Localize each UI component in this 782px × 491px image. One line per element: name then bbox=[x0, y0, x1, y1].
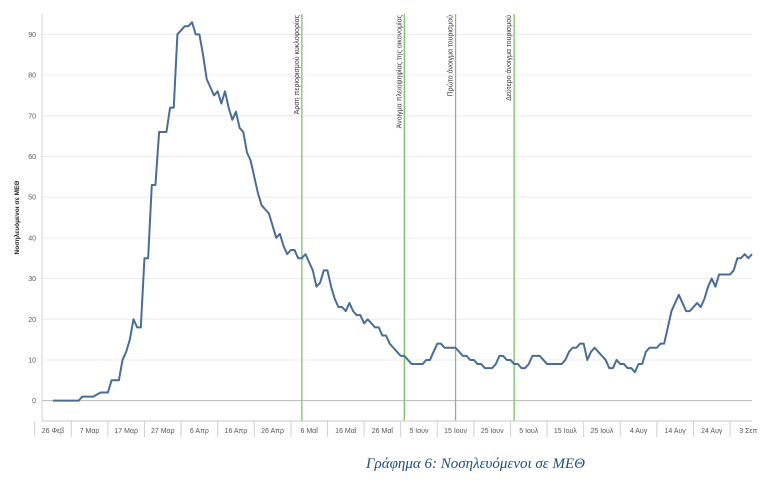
event-label: Άνοιγμα πλειοψηφίας της οικονομίας bbox=[395, 14, 403, 128]
x-tick-label: 3 Σεπ bbox=[739, 428, 757, 435]
y-axis-label: Νοσηλευόμενοι σε ΜΕΘ bbox=[13, 181, 21, 255]
x-tick-label: 25 Ιουλ bbox=[590, 428, 613, 435]
y-axis-ticks: 0 10 20 30 40 50 60 70 80 90 bbox=[28, 32, 36, 405]
figure-caption: Γράφημα 6: Νοσηλευόμενοι σε ΜΕΘ bbox=[366, 456, 585, 472]
y-tick-label: 70 bbox=[28, 113, 36, 120]
y-tick-label: 0 bbox=[32, 398, 36, 405]
y-tick-label: 90 bbox=[28, 32, 36, 39]
event-label: Δεύτερο άνοιγμα τουρισμού bbox=[505, 15, 513, 101]
y-tick-label: 10 bbox=[28, 357, 36, 364]
x-tick-label: 5 Ιουν bbox=[409, 428, 429, 435]
event-label: Πρώτο άνοιγμα τουρισμού bbox=[447, 15, 455, 97]
axes bbox=[41, 14, 752, 422]
x-tick-label: 15 Ιουλ bbox=[554, 428, 577, 435]
x-axis-ticks: 26 Φεβ 7 Μαρ 17 Μαρ 27 Μαρ 6 Απρ 16 Απρ 26 Απρ… bbox=[34, 421, 758, 437]
x-tick-label: 14 Αυγ bbox=[664, 428, 686, 435]
x-tick-label: 16 Μαΐ bbox=[335, 427, 357, 435]
x-tick-label: 26 Μαΐ bbox=[372, 427, 394, 435]
x-tick-label: 6 Απρ bbox=[190, 428, 209, 435]
x-tick-label: 5 Ιουλ bbox=[519, 428, 539, 435]
y-tick-label: 20 bbox=[28, 317, 36, 324]
gridlines bbox=[42, 33, 752, 402]
x-tick-label: 24 Αυγ bbox=[701, 428, 723, 435]
y-tick-label: 30 bbox=[28, 276, 36, 283]
y-tick-label: 40 bbox=[28, 235, 36, 242]
series-line-icu-patients bbox=[52, 21, 753, 402]
y-tick-label: 60 bbox=[28, 154, 36, 161]
event-label: Άρση περιορισμού κυκλοφορίας bbox=[293, 14, 301, 114]
x-tick-label: 4 Αυγ bbox=[630, 428, 648, 435]
y-tick-label: 50 bbox=[28, 195, 36, 202]
x-tick-label: 15 Ιουν bbox=[444, 428, 467, 435]
x-tick-label: 7 Μαρ bbox=[80, 428, 100, 435]
x-tick-label: 27 Μαρ bbox=[151, 428, 175, 435]
x-tick-label: 16 Απρ bbox=[225, 428, 248, 435]
x-tick-label: 25 Ιουν bbox=[481, 428, 504, 435]
x-tick-label: 26 Φεβ bbox=[42, 428, 64, 435]
x-tick-label: 17 Μαρ bbox=[114, 428, 138, 435]
x-tick-label: 6 Μαΐ bbox=[301, 427, 319, 435]
y-tick-label: 80 bbox=[28, 73, 36, 80]
x-tick-label: 26 Απρ bbox=[261, 428, 284, 435]
event-markers: Άρση περιορισμού κυκλοφορίας Άνοιγμα πλει… bbox=[293, 14, 515, 421]
